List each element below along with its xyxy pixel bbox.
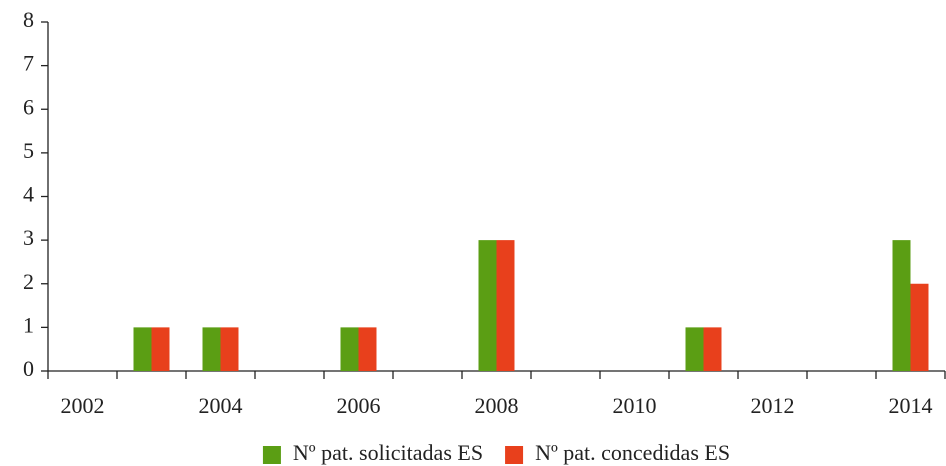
bar — [910, 283, 929, 371]
bar — [220, 327, 239, 371]
legend-label: Nº pat. solicitadas ES — [293, 440, 483, 465]
x-tick-label: 2002 — [61, 393, 105, 418]
x-tick-label: 2014 — [889, 393, 933, 418]
x-tick-label: 2004 — [199, 393, 243, 418]
bar — [358, 327, 377, 371]
bar — [892, 240, 911, 371]
x-tick-label: 2006 — [337, 393, 381, 418]
bar — [478, 240, 497, 371]
x-tick-label: 2010 — [613, 393, 657, 418]
y-tick-label: 1 — [23, 312, 34, 337]
x-tick-label: 2012 — [751, 393, 795, 418]
legend-label: Nº pat. concedidas ES — [535, 440, 730, 465]
bar — [703, 327, 722, 371]
x-tick-label: 2008 — [475, 393, 519, 418]
bar — [151, 327, 170, 371]
legend-swatch — [262, 446, 281, 464]
y-tick-label: 3 — [23, 225, 34, 250]
bar — [496, 240, 515, 371]
bar — [340, 327, 359, 371]
y-tick-label: 0 — [23, 356, 34, 381]
bar — [133, 327, 152, 371]
bar — [202, 327, 221, 371]
bar — [685, 327, 704, 371]
y-tick-label: 4 — [23, 182, 34, 207]
y-tick-label: 2 — [23, 269, 34, 294]
y-tick-label: 6 — [23, 94, 34, 119]
y-tick-label: 7 — [23, 51, 34, 76]
y-tick-label: 8 — [23, 7, 34, 32]
y-tick-label: 5 — [23, 138, 34, 163]
legend-swatch — [505, 446, 524, 464]
